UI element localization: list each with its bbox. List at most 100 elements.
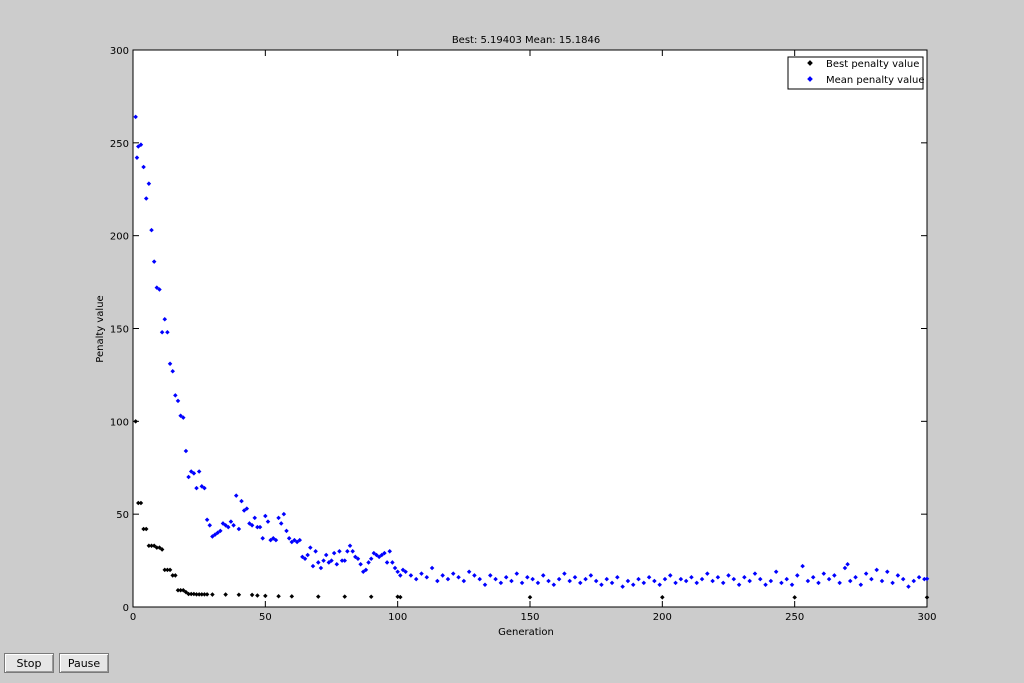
y-tick-label: 0 [123, 603, 129, 614]
legend-label-best: Best penalty value [826, 59, 919, 70]
x-tick-label: 150 [520, 612, 539, 623]
mean-penalty-point [310, 563, 316, 569]
legend: Best penalty value Mean penalty value [787, 56, 925, 90]
mean-penalty-point [183, 448, 189, 454]
y-tick-label: 50 [116, 510, 129, 521]
x-tick-label: 300 [917, 612, 936, 623]
mean-penalty-point [715, 575, 721, 580]
y-tick-label: 150 [110, 325, 129, 336]
legend-label-mean: Mean penalty value [826, 75, 925, 86]
mean-penalty-point [445, 576, 451, 582]
mean-penalty-point [313, 549, 318, 554]
best-penalty-point [368, 594, 374, 600]
mean-penalty-point [604, 576, 610, 582]
mean-penalty-point [847, 578, 853, 584]
pause-button[interactable]: Pause [59, 653, 109, 673]
mean-penalty-point [260, 536, 265, 541]
mean-penalty-point [297, 537, 303, 543]
x-tick-label: 200 [653, 612, 672, 623]
mean-penalty-point [832, 573, 837, 578]
mean-penalty-point [239, 498, 244, 504]
mean-penalty-point [429, 565, 435, 571]
best-penalty-point [136, 500, 141, 506]
mean-penalty-point [450, 571, 456, 576]
mean-penalty-point [194, 485, 199, 491]
stop-button[interactable]: Stop [4, 653, 54, 673]
mean-penalty-point [689, 575, 694, 580]
best-penalty-point [138, 500, 144, 506]
best-penalty-point [316, 594, 321, 599]
mean-penalty-point [742, 575, 747, 580]
legend-marker-mean [807, 76, 813, 82]
mean-penalty-point [911, 578, 917, 584]
mean-penalty-point [424, 575, 430, 580]
mean-penalty-point [668, 573, 673, 578]
mean-penalty-point [355, 556, 361, 561]
mean-penalty-point [858, 582, 864, 587]
mean-penalty-point [350, 549, 355, 554]
mean-penalty-point [368, 556, 374, 561]
mean-penalty-point [488, 573, 493, 578]
mean-penalty-point [630, 582, 636, 587]
mean-penalty-point [784, 576, 789, 582]
mean-penalty-point [257, 524, 263, 530]
mean-penalty-point [408, 573, 414, 578]
mean-penalty-point [316, 560, 321, 565]
mean-penalty-point [477, 576, 482, 582]
mean-penalty-point [609, 580, 615, 586]
mean-penalty-point [345, 549, 350, 554]
mean-penalty-point [323, 552, 329, 558]
mean-penalty-point [540, 573, 546, 578]
mean-penalty-point [363, 567, 369, 573]
y-tick-label: 100 [110, 417, 129, 428]
mean-penalty-point [466, 569, 472, 574]
x-tick-label: 0 [130, 612, 136, 623]
axis-ticks: 0 50 100 150 200 250 300 0 50 100 150 200 250 300 [110, 46, 937, 623]
mean-penalty-point [284, 528, 289, 534]
mean-penalty-point [382, 550, 387, 556]
mean-penalty-point [895, 573, 901, 578]
mean-penalty-point [779, 580, 784, 586]
mean-penalty-point [331, 550, 337, 556]
mean-penalty-point [342, 558, 347, 563]
data-series [133, 114, 930, 600]
mean-penalty-point [503, 575, 509, 580]
mean-penalty-point [413, 576, 419, 582]
mean-penalty-point [906, 584, 911, 589]
best-penalty-point [289, 594, 295, 599]
mean-penalty-point [924, 576, 930, 582]
mean-penalty-point [493, 576, 498, 582]
mean-penalty-point [874, 567, 879, 573]
mean-penalty-point [683, 578, 689, 584]
legend-marker-best [807, 60, 813, 66]
mean-penalty-point [419, 571, 424, 576]
penalty-scatter-chart: Best: 5.19403 Mean: 15.1846 Generation P… [95, 35, 937, 638]
mean-penalty-point [853, 575, 858, 580]
best-penalty-point [276, 593, 281, 599]
mean-penalty-point [879, 578, 885, 584]
best-penalty-point [395, 594, 400, 600]
mean-penalty-series [133, 114, 930, 589]
mean-penalty-point [276, 515, 281, 521]
x-tick-label: 50 [259, 612, 272, 623]
mean-penalty-point [736, 582, 742, 587]
mean-penalty-point [387, 549, 392, 554]
mean-penalty-point [366, 560, 371, 565]
best-penalty-point [133, 419, 138, 424]
y-axis-label: Penalty value [95, 295, 106, 362]
mean-penalty-point [337, 549, 342, 554]
mean-penalty-point [244, 506, 250, 511]
mean-penalty-point [181, 415, 186, 420]
mean-penalty-point [175, 398, 181, 404]
mean-penalty-point [472, 573, 477, 578]
mean-penalty-point [390, 560, 395, 565]
mean-penalty-point [255, 524, 260, 530]
mean-penalty-point [657, 582, 662, 587]
mean-penalty-point [578, 580, 583, 586]
mean-penalty-point [358, 562, 363, 567]
mean-penalty-point [302, 556, 308, 561]
mean-penalty-point [395, 569, 400, 574]
mean-penalty-point [710, 578, 715, 584]
mean-penalty-point [305, 552, 310, 558]
mean-penalty-point [263, 513, 268, 519]
